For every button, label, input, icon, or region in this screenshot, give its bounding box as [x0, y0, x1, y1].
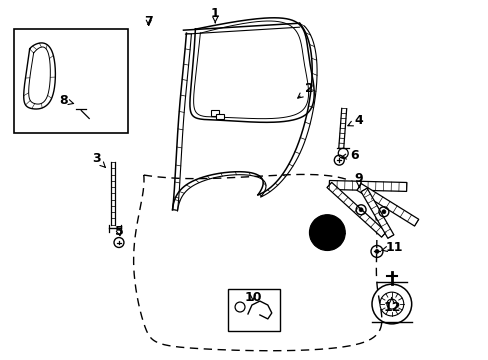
Circle shape — [317, 223, 337, 243]
Circle shape — [309, 215, 345, 251]
Text: 10: 10 — [244, 291, 261, 303]
Bar — [14, 29, 128, 133]
Text: 9: 9 — [354, 171, 363, 187]
Bar — [211, 109, 219, 116]
Polygon shape — [326, 183, 386, 237]
Bar — [228, 289, 279, 331]
Text: 8: 8 — [59, 94, 74, 107]
Circle shape — [358, 208, 362, 212]
Text: 12: 12 — [382, 298, 400, 314]
Circle shape — [381, 210, 385, 214]
Text: 2: 2 — [297, 82, 313, 98]
Text: 5: 5 — [114, 225, 123, 238]
Polygon shape — [356, 184, 418, 226]
Text: 6: 6 — [341, 149, 358, 162]
Bar — [216, 113, 224, 120]
Circle shape — [321, 227, 333, 239]
Text: 7: 7 — [144, 15, 153, 28]
Text: 11: 11 — [381, 241, 402, 254]
Circle shape — [374, 249, 378, 253]
Text: 3: 3 — [92, 152, 105, 167]
Text: 4: 4 — [347, 114, 363, 127]
Polygon shape — [328, 180, 406, 192]
Text: 1: 1 — [210, 7, 219, 23]
Polygon shape — [360, 188, 393, 238]
